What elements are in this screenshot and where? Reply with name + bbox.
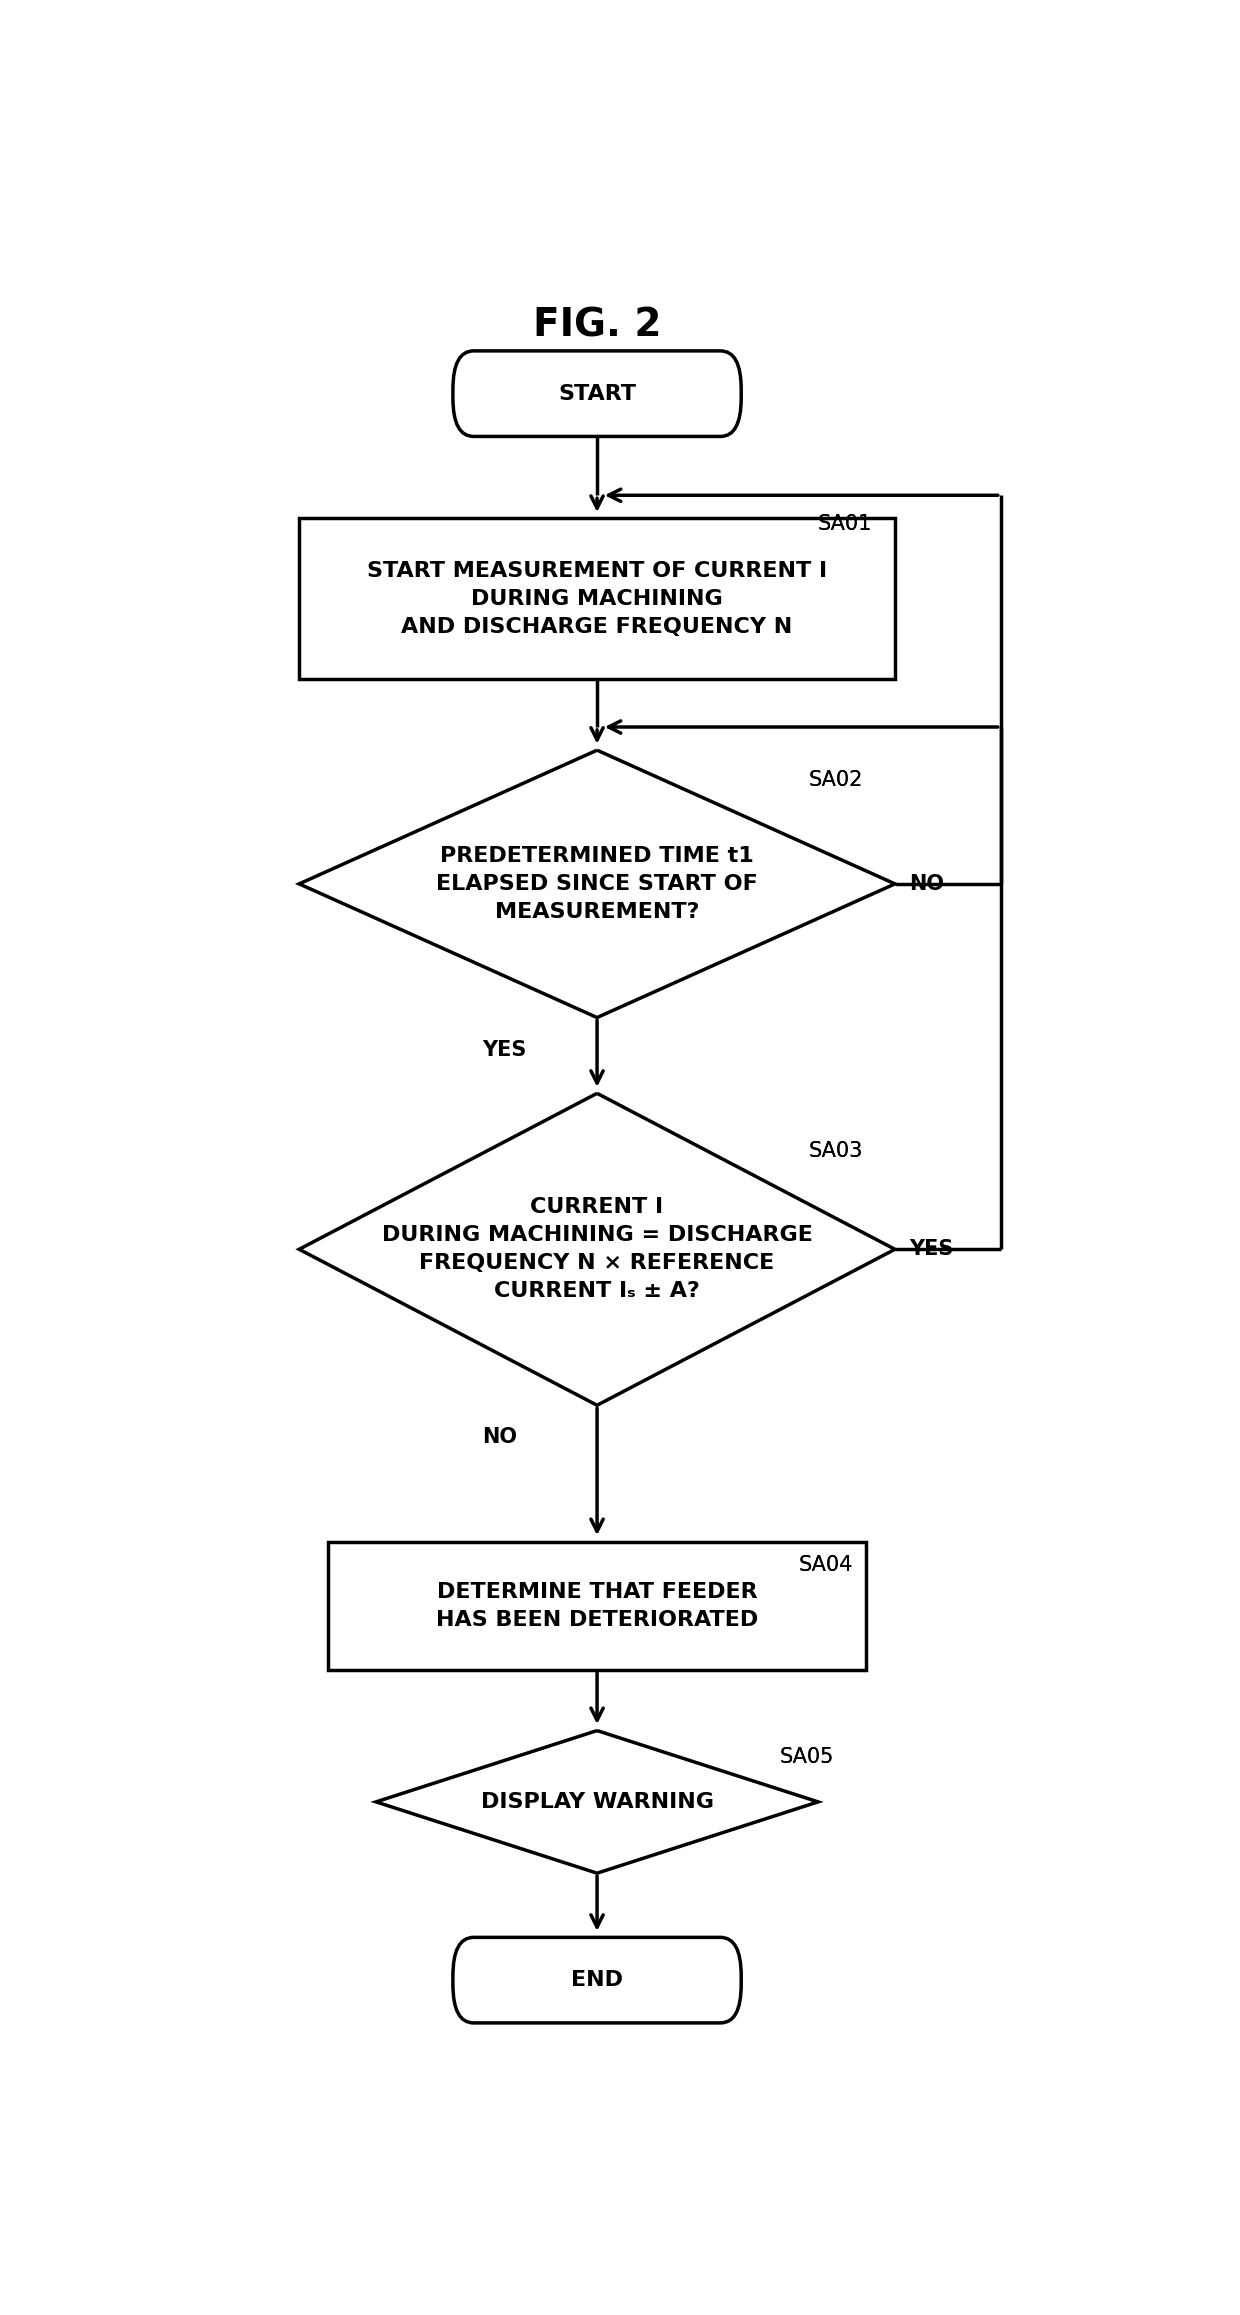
Text: PREDETERMINED TIME t1
ELAPSED SINCE START OF
MEASUREMENT?: PREDETERMINED TIME t1 ELAPSED SINCE STAR… — [436, 845, 758, 921]
Text: START MEASUREMENT OF CURRENT I
DURING MACHINING
AND DISCHARGE FREQUENCY N: START MEASUREMENT OF CURRENT I DURING MA… — [367, 560, 827, 637]
Text: START: START — [558, 384, 636, 403]
Text: CURRENT I
DURING MACHINING = DISCHARGE
FREQUENCY N × REFERENCE
CURRENT Iₛ ± A?: CURRENT I DURING MACHINING = DISCHARGE F… — [382, 1197, 812, 1301]
Text: YES: YES — [909, 1239, 954, 1259]
Text: END: END — [572, 1970, 622, 1991]
FancyBboxPatch shape — [453, 1938, 742, 2023]
Text: NO: NO — [481, 1428, 517, 1447]
Text: SA04: SA04 — [799, 1556, 853, 1574]
Text: SA05: SA05 — [780, 1748, 835, 1766]
FancyBboxPatch shape — [453, 352, 742, 438]
Bar — [327, 1542, 867, 1669]
Text: SA03: SA03 — [808, 1141, 863, 1162]
Text: FIG. 2: FIG. 2 — [533, 308, 661, 345]
Text: SA02: SA02 — [808, 771, 863, 789]
Text: DISPLAY WARNING: DISPLAY WARNING — [481, 1792, 713, 1813]
Text: SA01: SA01 — [818, 514, 873, 535]
Text: DETERMINE THAT FEEDER
HAS BEEN DETERIORATED: DETERMINE THAT FEEDER HAS BEEN DETERIORA… — [436, 1581, 758, 1630]
Text: SA01: SA01 — [818, 514, 873, 535]
Text: SA05: SA05 — [780, 1748, 835, 1766]
Bar — [299, 519, 895, 678]
Text: NO: NO — [909, 873, 945, 894]
Text: SA03: SA03 — [808, 1141, 863, 1162]
Text: SA04: SA04 — [799, 1556, 853, 1574]
Text: YES: YES — [481, 1039, 526, 1060]
Text: SA02: SA02 — [808, 771, 863, 789]
